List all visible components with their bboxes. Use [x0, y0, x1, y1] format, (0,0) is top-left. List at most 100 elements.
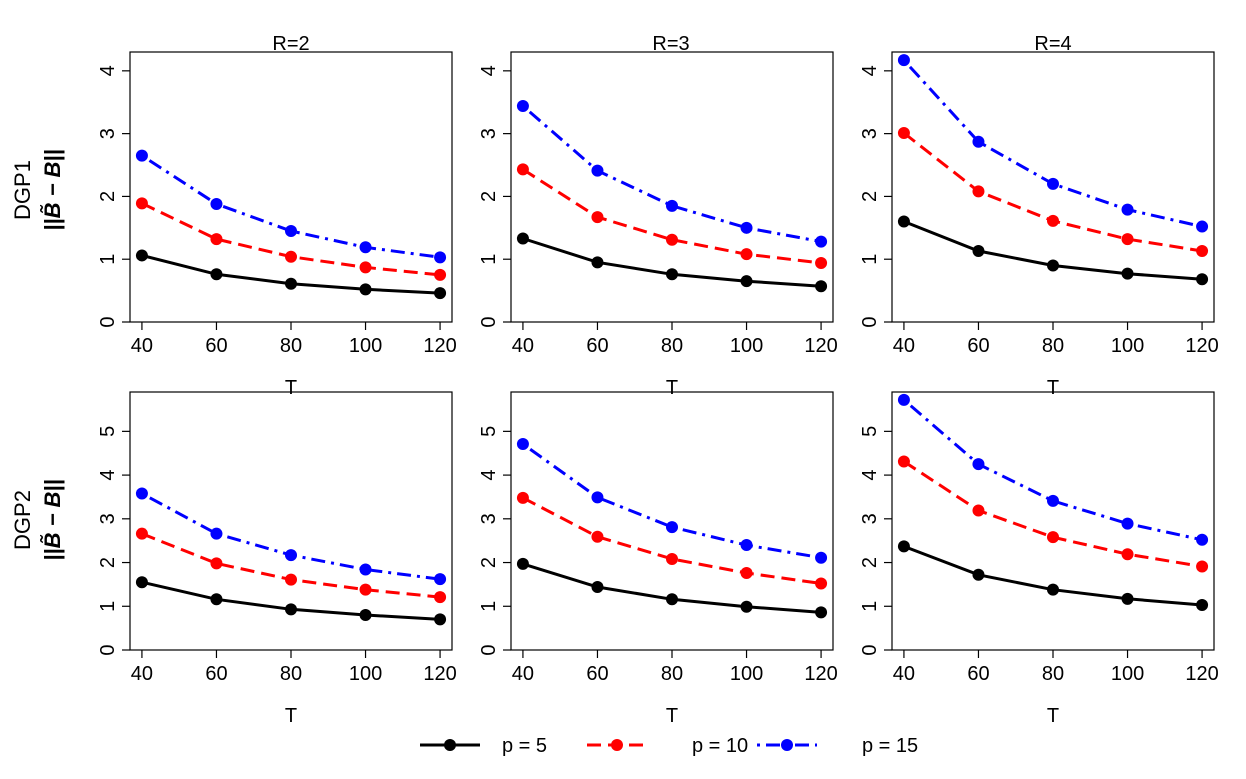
x-axis-label: T	[285, 377, 297, 399]
data-point	[359, 563, 372, 576]
x-tick-label: 100	[1111, 663, 1144, 685]
data-point	[210, 233, 223, 246]
series-line-3	[141, 154, 441, 259]
y-tick-label: 2	[859, 557, 881, 568]
data-point	[1196, 533, 1209, 546]
row-labels: DGP1 ||B̃ − B|| DGP2 ||B̃ − B||	[10, 149, 65, 560]
series-line-2	[522, 168, 822, 265]
row-label-dgp2: DGP2	[10, 490, 35, 550]
x-tick-label: 40	[512, 335, 534, 357]
y-tick-label: 0	[478, 316, 500, 327]
x-tick-label: 80	[1042, 335, 1064, 357]
y-tick-label: 1	[859, 601, 881, 612]
plot-frame	[510, 391, 834, 651]
series-line-2	[141, 201, 441, 277]
data-point	[516, 163, 529, 176]
data-point	[897, 455, 910, 468]
y-tick-label: 2	[478, 191, 500, 202]
data-point	[815, 256, 828, 269]
x-tick-label: 120	[1185, 335, 1218, 357]
legend-marker	[611, 739, 623, 751]
x-tick-label: 80	[661, 335, 683, 357]
panel-1-1: 40 60 80 100 120 0 1 2 3 4 T	[97, 51, 457, 399]
data-point	[740, 221, 753, 234]
data-point	[815, 280, 828, 293]
x-tick-label: 100	[730, 335, 763, 357]
panel-2-2: 40 60 80 100 120 0 1 2 3 4 5 T	[478, 391, 838, 727]
y-tick-label: 0	[859, 316, 881, 327]
data-point	[815, 606, 828, 619]
y-tick-label: 3	[478, 513, 500, 524]
data-point	[359, 583, 372, 596]
data-point	[210, 268, 223, 281]
data-point	[1047, 531, 1059, 544]
data-point	[897, 393, 910, 406]
y-tick-label: 4	[859, 65, 881, 76]
data-point	[1047, 214, 1059, 227]
data-point	[434, 268, 447, 281]
column-titles: R=2 R=3 R=4	[272, 33, 1071, 55]
x-tick-label: 40	[512, 663, 534, 685]
x-tick-label: 60	[586, 663, 608, 685]
y-tick-label: 4	[478, 470, 500, 481]
y-tick-label: 4	[859, 470, 881, 481]
data-point	[666, 268, 678, 281]
x-tick-label: 60	[967, 663, 989, 685]
x-tick-label: 80	[280, 335, 302, 357]
data-point	[897, 54, 910, 67]
data-point	[591, 211, 604, 224]
data-point	[666, 233, 678, 246]
x-axis-label: T	[285, 705, 297, 727]
data-point	[285, 250, 297, 263]
series-line-2	[522, 496, 822, 585]
x-tick-label: 40	[893, 663, 915, 685]
data-point	[591, 256, 604, 269]
y-tick-label: 2	[859, 191, 881, 202]
row-label-dgp1: DGP1	[10, 160, 35, 220]
data-point	[285, 549, 297, 562]
column-title-r3: R=3	[652, 33, 689, 55]
data-point	[1196, 273, 1209, 286]
data-point	[516, 438, 529, 451]
legend-marker	[781, 739, 793, 751]
row-ylabel-dgp2: ||B̃ − B||	[40, 479, 65, 560]
data-point	[1121, 548, 1134, 561]
data-point	[591, 530, 604, 543]
panel-1-3: 40 60 80 100 120 0 1 2 3 4 T	[859, 51, 1219, 399]
data-point	[897, 215, 910, 228]
data-point	[434, 591, 447, 604]
x-tick-label: 120	[423, 335, 456, 357]
y-tick-label: 4	[97, 470, 119, 481]
x-axis-label: T	[1047, 377, 1059, 399]
y-tick-label: 3	[97, 513, 119, 524]
legend-item-3: p = 15	[757, 735, 918, 757]
data-point	[135, 197, 148, 210]
column-title-r2: R=2	[272, 33, 309, 55]
data-point	[285, 277, 297, 290]
data-point	[740, 248, 753, 261]
data-point	[666, 553, 678, 566]
legend-item-2: p = 10	[587, 735, 748, 757]
x-tick-label: 60	[586, 335, 608, 357]
series-line-3	[902, 59, 1203, 229]
data-point	[666, 593, 678, 606]
y-tick-label: 3	[97, 128, 119, 139]
data-point	[740, 567, 753, 580]
data-point	[1121, 592, 1134, 605]
y-tick-label: 4	[97, 65, 119, 76]
legend-label: p = 5	[502, 735, 547, 757]
x-tick-label: 60	[967, 335, 989, 357]
data-point	[740, 275, 753, 288]
y-tick-label: 2	[478, 557, 500, 568]
data-point	[972, 458, 985, 471]
data-point	[359, 261, 372, 274]
data-point	[135, 149, 148, 162]
panel-1-2: 40 60 80 100 120 0 1 2 3 4 T	[478, 51, 838, 399]
y-tick-label: 1	[97, 601, 119, 612]
data-point	[135, 576, 148, 589]
series-line-1	[903, 544, 1203, 607]
x-tick-label: 40	[893, 335, 915, 357]
data-point	[972, 568, 985, 581]
panels: 40 60 80 100 120 0 1 2 3 4 T 40 60 80 100 120 0 1 2 3 4 T 40 60…	[97, 51, 1219, 727]
